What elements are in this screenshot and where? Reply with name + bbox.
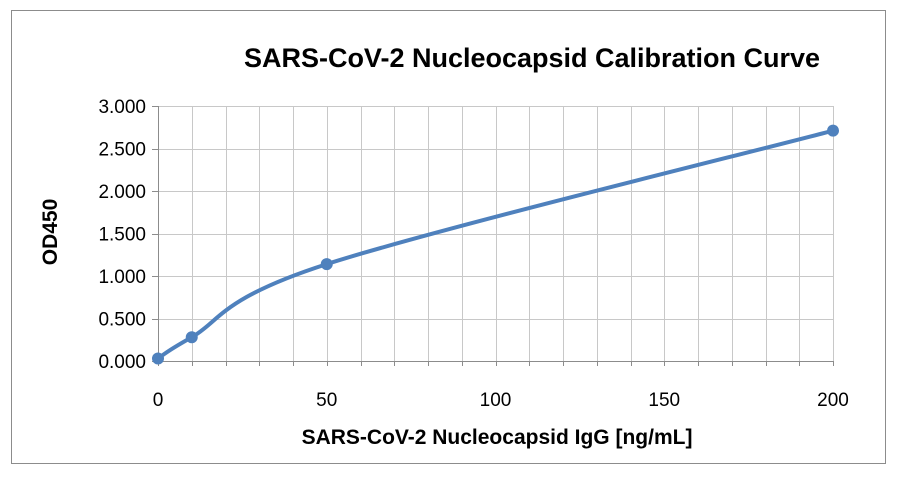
- y-axis-title: OD450: [39, 199, 62, 266]
- chart-title: SARS-CoV-2 Nucleocapsid Calibration Curv…: [244, 43, 820, 73]
- tick-labels: 0.000 0.500 1.000 1.500 2.000 2.500 3.000 0 50 10…: [98, 97, 848, 411]
- y-tick-label: 3.000: [98, 97, 146, 118]
- data-point: [827, 124, 839, 137]
- y-tick-label: 0.500: [98, 310, 146, 331]
- chart-frame: [11, 10, 886, 464]
- data-point: [185, 331, 198, 344]
- grid: [158, 106, 834, 362]
- series-layer: [152, 124, 839, 365]
- y-tick-label: 2.500: [98, 140, 146, 161]
- axes: [152, 106, 834, 366]
- data-point: [320, 258, 333, 271]
- y-tick-label: 1.000: [98, 267, 146, 288]
- x-tick-label: 100: [480, 390, 512, 411]
- x-axis-title: SARS-CoV-2 Nucleocapsid IgG [ng/mL]: [302, 426, 693, 449]
- data-point: [152, 352, 164, 365]
- x-tick-label: 150: [648, 390, 680, 411]
- x-tick-label: 200: [817, 390, 849, 411]
- x-tick-label: 0: [153, 390, 164, 411]
- y-tick-label: 0.000: [98, 352, 146, 373]
- y-tick-label: 2.000: [98, 182, 146, 203]
- x-tick-label: 50: [316, 390, 337, 411]
- y-tick-label: 1.500: [98, 225, 146, 246]
